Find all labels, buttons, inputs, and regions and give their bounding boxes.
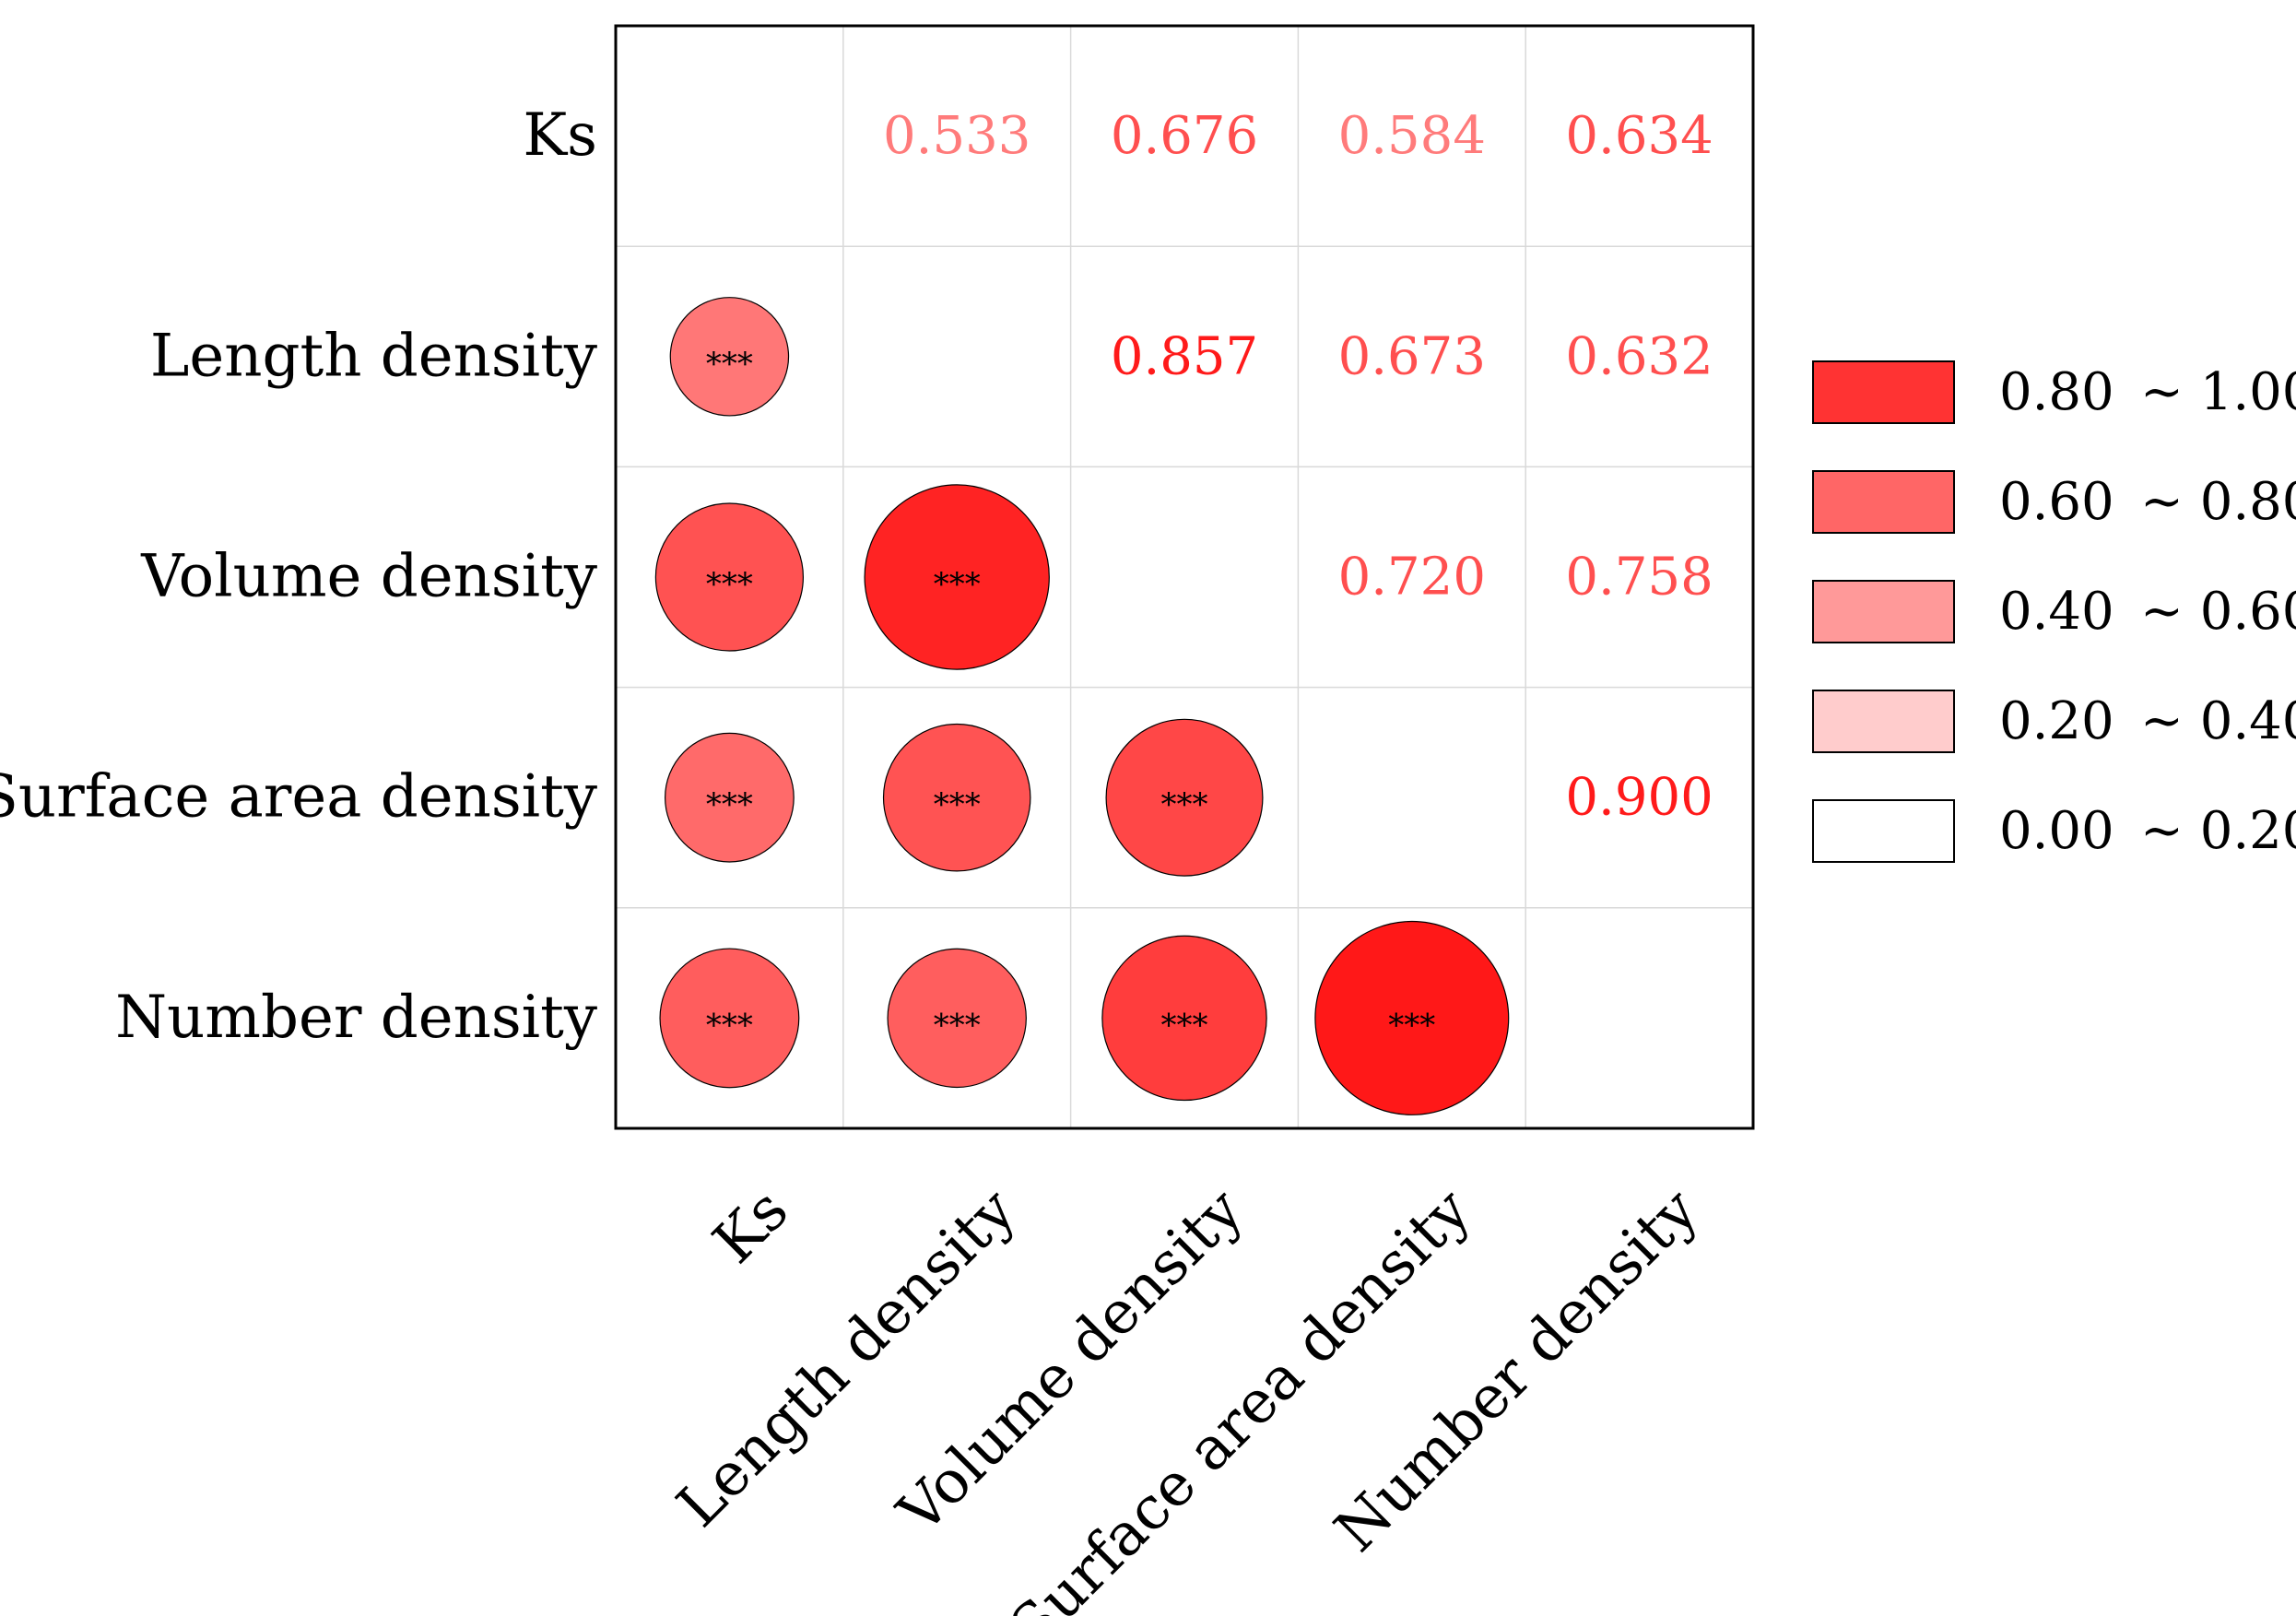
correlation-circle bbox=[659, 948, 800, 1089]
significance-label: *** bbox=[1388, 1007, 1435, 1044]
legend-range-end: ~ 1.00 bbox=[2140, 362, 2296, 422]
y-axis-tick-label: Length density bbox=[150, 322, 597, 390]
significance-label: *** bbox=[706, 346, 753, 383]
correlation-value-label: 0.634 bbox=[1565, 106, 1713, 166]
correlation-circle bbox=[654, 502, 805, 652]
legend-range-end: ~ 0.80 bbox=[2140, 472, 2296, 532]
significance-label: *** bbox=[706, 566, 753, 603]
significance-label: *** bbox=[706, 786, 753, 823]
significance-label: *** bbox=[706, 1007, 753, 1044]
legend-range-start: 0.80 bbox=[1999, 362, 2114, 422]
legend-range-start: 0.20 bbox=[1999, 691, 2114, 751]
legend-range-start: 0.40 bbox=[1999, 582, 2114, 642]
legend-swatch bbox=[1812, 690, 1955, 753]
y-axis-tick-label: Surface area density bbox=[0, 763, 597, 832]
correlation-value-label: 0.632 bbox=[1565, 326, 1713, 386]
correlation-value-label: 0.584 bbox=[1338, 106, 1486, 166]
legend-range-end: ~ 0.60 bbox=[2140, 582, 2296, 642]
legend-swatch bbox=[1812, 799, 1955, 863]
correlation-circle bbox=[1101, 935, 1267, 1102]
correlation-circle bbox=[1105, 718, 1264, 877]
correlation-value-label: 0.673 bbox=[1338, 326, 1486, 386]
plot-border bbox=[614, 24, 1755, 1130]
legend-swatch bbox=[1812, 580, 1955, 643]
legend-range-start: 0.00 bbox=[1999, 801, 2114, 861]
legend-swatch bbox=[1812, 360, 1955, 424]
correlation-circle bbox=[669, 297, 790, 417]
correlation-circle bbox=[882, 723, 1031, 872]
correlation-circle bbox=[665, 732, 795, 863]
significance-label: *** bbox=[934, 1007, 981, 1044]
x-axis-tick-label: Ks bbox=[701, 1176, 801, 1277]
legend-range-start: 0.60 bbox=[1999, 472, 2114, 532]
correlation-value-label: 0.758 bbox=[1565, 548, 1713, 607]
correlation-circle bbox=[887, 948, 1027, 1089]
legend-range-end: ~ 0.20 bbox=[2140, 801, 2296, 861]
legend-swatch bbox=[1812, 470, 1955, 534]
significance-label: *** bbox=[934, 566, 981, 603]
significance-label: *** bbox=[934, 786, 981, 823]
y-axis-tick-label: Number density bbox=[115, 984, 597, 1052]
correlation-circle bbox=[864, 484, 1050, 670]
y-axis-tick-label: Volume density bbox=[140, 543, 597, 611]
correlation-circle bbox=[1314, 920, 1510, 1115]
correlation-value-label: 0.720 bbox=[1338, 548, 1486, 607]
correlation-value-label: 0.533 bbox=[883, 106, 1030, 166]
correlation-value-label: 0.676 bbox=[1111, 106, 1258, 166]
legend-range-end: ~ 0.40 bbox=[2140, 691, 2296, 751]
correlation-value-label: 0.900 bbox=[1565, 768, 1713, 828]
significance-label: *** bbox=[1161, 786, 1208, 823]
y-axis-tick-label: Ks bbox=[523, 101, 597, 170]
correlation-value-label: 0.857 bbox=[1111, 326, 1258, 386]
significance-label: *** bbox=[1161, 1007, 1208, 1044]
